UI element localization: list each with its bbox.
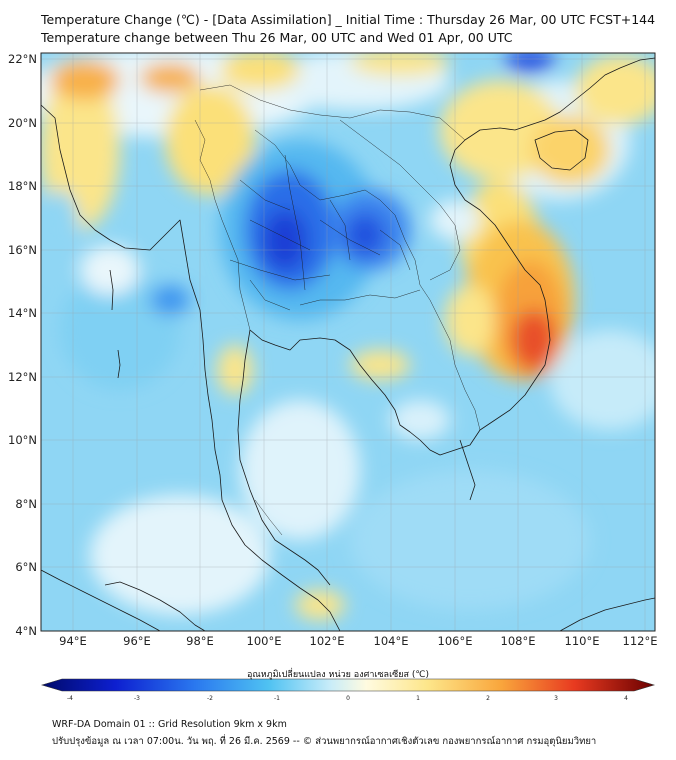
colorbar-tick: 3 bbox=[554, 695, 558, 702]
lat-label: 4°N bbox=[15, 624, 37, 638]
lon-label: 112°E bbox=[623, 634, 658, 648]
borders bbox=[194, 84, 481, 536]
colorbar-tick: -3 bbox=[134, 695, 140, 702]
lon-label: 106°E bbox=[438, 634, 473, 648]
coastlines bbox=[41, 57, 655, 631]
lat-label: 14°N bbox=[8, 306, 37, 320]
temperature-field bbox=[41, 53, 655, 631]
lon-label: 102°E bbox=[310, 634, 345, 648]
map-title: Temperature Change (℃) - [Data Assimilat… bbox=[41, 12, 656, 27]
lon-label: 96°E bbox=[123, 634, 151, 648]
lon-label: 110°E bbox=[565, 634, 600, 648]
map-subtitle: Temperature change between Thu 26 Mar, 0… bbox=[41, 30, 513, 45]
colorbar-tick: -4 bbox=[67, 695, 73, 702]
lat-label: 10°N bbox=[8, 433, 37, 447]
colorbar-tick: 0 bbox=[346, 695, 350, 702]
colorbar-tick: 1 bbox=[416, 695, 420, 702]
lon-label: 100°E bbox=[247, 634, 282, 648]
lat-label: 20°N bbox=[8, 116, 37, 130]
lon-label: 98°E bbox=[186, 634, 214, 648]
colorbar-label: อุณหภูมิเปลี่ยนแปลง หน่วย องศาเซลเซียส (… bbox=[246, 670, 430, 680]
lat-label: 18°N bbox=[8, 179, 37, 193]
lat-label: 22°N bbox=[8, 52, 37, 66]
colorbar-tick: 4 bbox=[624, 695, 628, 702]
lon-label: 94°E bbox=[59, 634, 87, 648]
lon-label: 104°E bbox=[374, 634, 409, 648]
colorbar-tick: -2 bbox=[207, 695, 213, 702]
lat-label: 12°N bbox=[8, 370, 37, 384]
colorbar-tick: -1 bbox=[274, 695, 280, 702]
lat-label: 8°N bbox=[15, 497, 37, 511]
colorbar-bar bbox=[40, 678, 656, 692]
colorbar: -4 -3 -2 -1 0 1 2 3 4 bbox=[40, 678, 656, 702]
map-frame bbox=[40, 52, 656, 632]
lat-label: 16°N bbox=[8, 243, 37, 257]
lat-label: 6°N bbox=[15, 560, 37, 574]
graticule bbox=[41, 53, 655, 631]
lon-label: 108°E bbox=[501, 634, 536, 648]
update-credit: ปรับปรุงข้อมูล ณ เวลา 07:00น. วัน พฤ. ที… bbox=[52, 736, 597, 747]
colorbar-tick: 2 bbox=[486, 695, 490, 702]
model-info: WRF-DA Domain 01 :: Grid Resolution 9km … bbox=[52, 719, 287, 730]
